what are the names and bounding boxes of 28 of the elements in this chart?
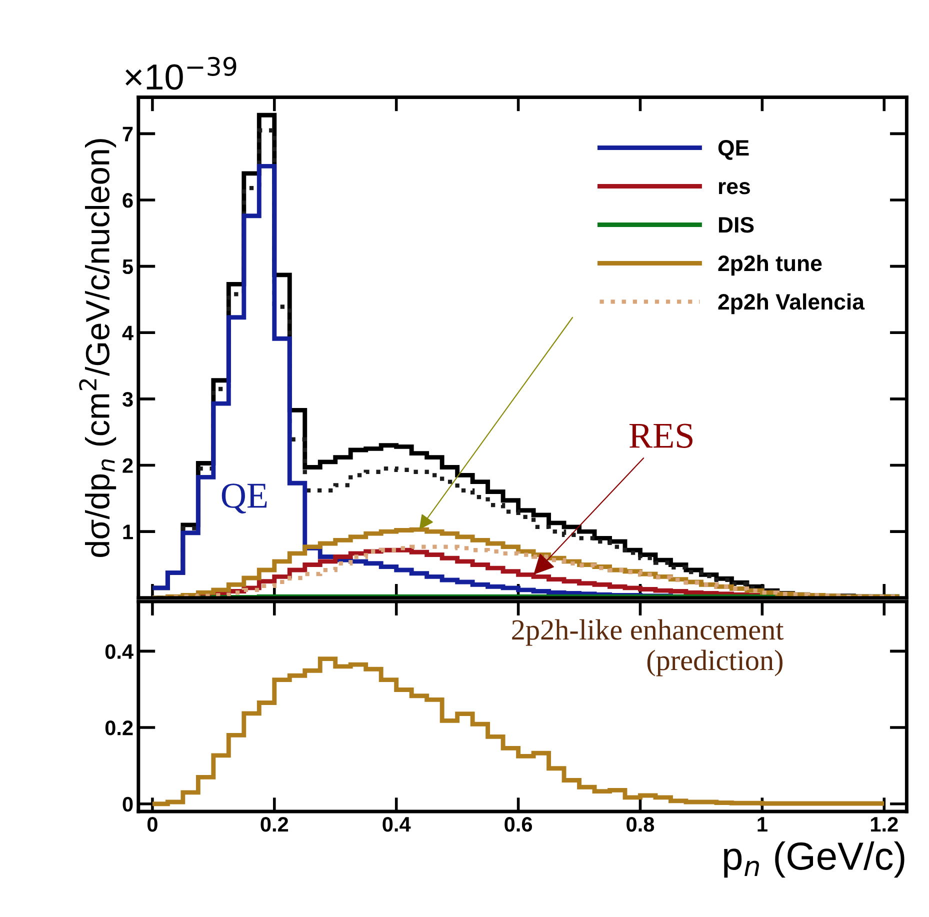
legend-label: DIS [718, 216, 754, 233]
x-tick-label: 0.8 [626, 816, 654, 832]
y-tick-label: 6 [122, 192, 133, 208]
text: ×10$^{−39}$ [126, 56, 236, 90]
y-tick-label: 0.4 [105, 644, 134, 659]
y-tick-label: 0.2 [105, 720, 133, 736]
legend-label: res [718, 182, 750, 194]
y-tick-label: 4 [122, 326, 134, 340]
x-tick-label: 0 [147, 816, 158, 832]
y-tick-label: 5 [122, 260, 133, 274]
x-tick-label: 1.2 [870, 816, 898, 832]
y-tick-label: 3 [122, 392, 133, 407]
y-axis-title: dσ/dp$_{n}$ (cm$^{2}$/GeV/c/nucleon) [79, 139, 116, 557]
legend-label: 2p2h tune [718, 254, 822, 276]
y-tick-label: 0 [122, 796, 133, 812]
annotation: QE [222, 484, 267, 514]
x-tick-label: 0.4 [382, 816, 411, 832]
x-axis-title: p$_{n}$ (GeV/c) [724, 841, 904, 878]
annotation: 2p2h-like enhancement (prediction) [512, 619, 784, 676]
x-tick-label: 0.2 [260, 816, 288, 832]
x-tick-label: 0.6 [504, 816, 532, 832]
legend-label: QE [718, 140, 749, 160]
y-tick-label: 1 [123, 524, 133, 540]
y-tick-label: 2 [122, 458, 133, 473]
annotation: RES [630, 424, 692, 448]
y-tick-label: 7 [122, 126, 133, 142]
legend-label: 2p2h Valencia [718, 293, 865, 314]
x-tick-label: 1 [758, 817, 768, 832]
